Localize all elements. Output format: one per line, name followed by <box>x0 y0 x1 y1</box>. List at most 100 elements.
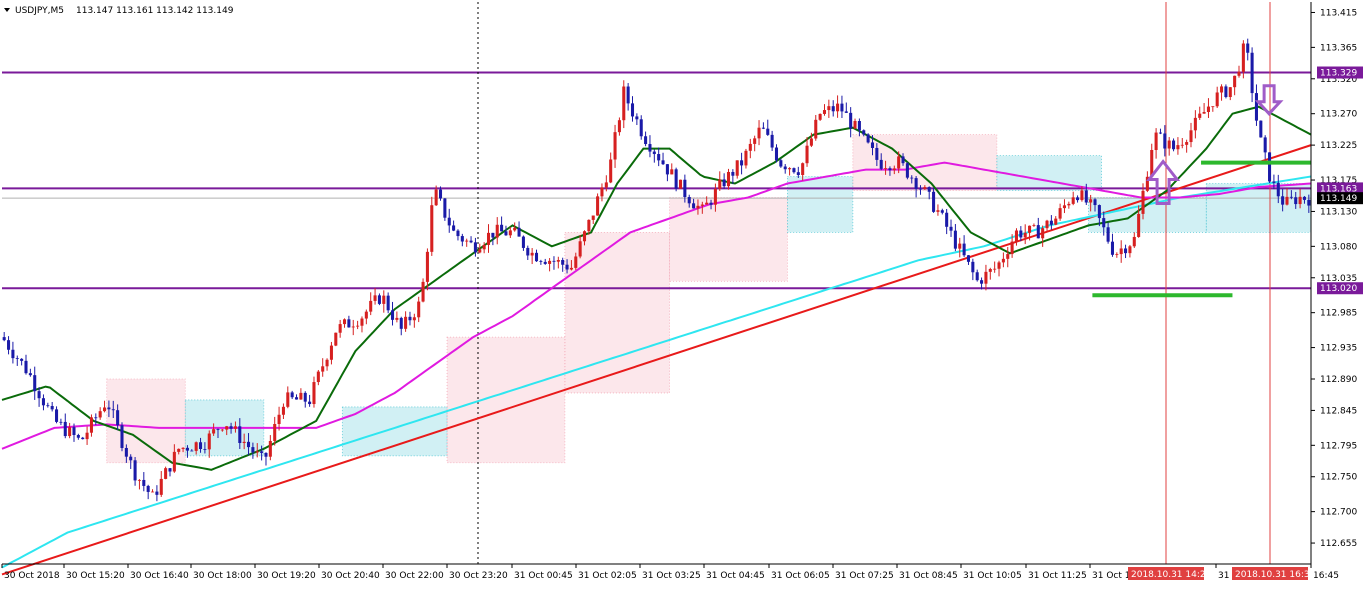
candle-body <box>273 424 277 441</box>
candle-body <box>1049 220 1053 225</box>
candle-body <box>1259 120 1263 138</box>
candle-body <box>888 168 892 171</box>
candle-body <box>975 272 979 281</box>
candle-body <box>918 188 923 190</box>
candle-body <box>33 375 37 392</box>
candle-body <box>1115 254 1119 255</box>
candle-body <box>172 451 176 472</box>
candle-body <box>1045 220 1049 229</box>
level-price-badge <box>1317 66 1363 79</box>
candle-body <box>386 295 390 311</box>
candle-body <box>1001 258 1005 263</box>
time-badge[interactable] <box>1128 567 1204 580</box>
candle-body <box>212 429 216 434</box>
x-tick-label: 30 Oct 19:20 <box>257 571 316 581</box>
y-tick-label: 112.700 <box>1320 508 1357 518</box>
candle-body <box>1128 246 1132 254</box>
y-tick-label: 112.935 <box>1320 344 1357 354</box>
candle-body <box>20 358 24 361</box>
vertical-markers[interactable] <box>477 2 1271 564</box>
candle-body <box>556 259 560 262</box>
candle-body <box>530 252 534 256</box>
candle-body <box>932 191 936 212</box>
arrow-up-icon[interactable] <box>1146 159 1181 206</box>
candle-body <box>753 138 757 144</box>
candle-body <box>901 156 905 164</box>
candle-body <box>1145 176 1149 191</box>
level-price-badge <box>1317 182 1363 195</box>
candle-body <box>421 281 425 302</box>
candle-body <box>142 479 146 486</box>
cloud-band <box>996 155 1102 191</box>
candle-body <box>1167 140 1171 149</box>
candle-body <box>1281 196 1285 205</box>
candle-body <box>390 310 395 320</box>
candle-body <box>622 86 626 121</box>
x-tick-label: 31 Oct 03:25 <box>642 571 701 581</box>
candle-body <box>1023 232 1027 238</box>
candle-body <box>443 198 447 218</box>
candle-body <box>68 427 72 437</box>
current-price-badge <box>1317 192 1363 205</box>
x-tick-label: 16:45 <box>1313 571 1339 581</box>
y-tick-label: 113.175 <box>1320 176 1357 186</box>
time-badge-label: 2018.10.31 16:30 <box>1235 570 1316 580</box>
candle-body <box>1054 218 1058 225</box>
candle-body <box>1298 196 1302 205</box>
candle-body <box>360 318 364 326</box>
candle-body <box>129 456 133 461</box>
candle-body <box>325 359 329 367</box>
arrow-down-icon[interactable] <box>1254 84 1284 116</box>
candle-body <box>1041 228 1045 239</box>
candle-body <box>945 212 949 227</box>
candle-body <box>342 319 347 325</box>
candle-body <box>94 417 98 419</box>
candle-body <box>1062 205 1066 209</box>
symbol-label: USDJPY,M5 <box>15 6 64 16</box>
candle-body <box>364 311 368 319</box>
candle-body <box>277 414 281 425</box>
time-badge-label: 2018.10.31 14:20 <box>1131 570 1212 580</box>
candle-body <box>434 189 438 206</box>
candle-body <box>486 232 491 245</box>
candle-body <box>674 169 678 189</box>
candle-body <box>177 448 181 452</box>
candle-body <box>1172 140 1176 150</box>
candle-body <box>299 392 303 400</box>
candle-body <box>713 188 717 205</box>
candle-body <box>879 159 883 169</box>
candle-body <box>478 249 482 253</box>
candle-body <box>430 205 434 252</box>
candle-body <box>181 447 185 449</box>
ma-fast-line <box>1 105 1312 471</box>
candle-body <box>382 295 386 304</box>
candle-body <box>377 295 381 304</box>
candle-body <box>255 451 259 453</box>
candle-body <box>757 127 761 139</box>
x-tick-label: 31 Oct 1 <box>1092 571 1130 581</box>
candle-body <box>399 317 403 329</box>
chevron-down-icon[interactable] <box>4 8 10 12</box>
y-tick-label: 113.320 <box>1320 75 1357 85</box>
candle-body <box>89 417 93 433</box>
x-tick-label: 31 Oct 00:45 <box>514 571 573 581</box>
candle-body <box>286 392 290 407</box>
candle-body <box>238 426 242 444</box>
candle-body <box>395 317 399 320</box>
candle-body <box>508 230 512 236</box>
candle-body <box>41 398 45 406</box>
candle-body <box>953 230 957 249</box>
candle-body <box>98 411 102 418</box>
candle-body <box>910 177 914 179</box>
candle-body <box>351 326 355 328</box>
candle-body <box>28 373 32 376</box>
x-tick-label: 30 Oct 2018 <box>4 571 60 581</box>
time-badge[interactable] <box>1232 567 1308 580</box>
candle-body <box>194 442 198 451</box>
candle-body <box>683 179 687 198</box>
candle-body <box>644 136 648 145</box>
x-tick-label: 31 Oct 07:25 <box>835 571 894 581</box>
annotations[interactable] <box>1092 84 1311 298</box>
